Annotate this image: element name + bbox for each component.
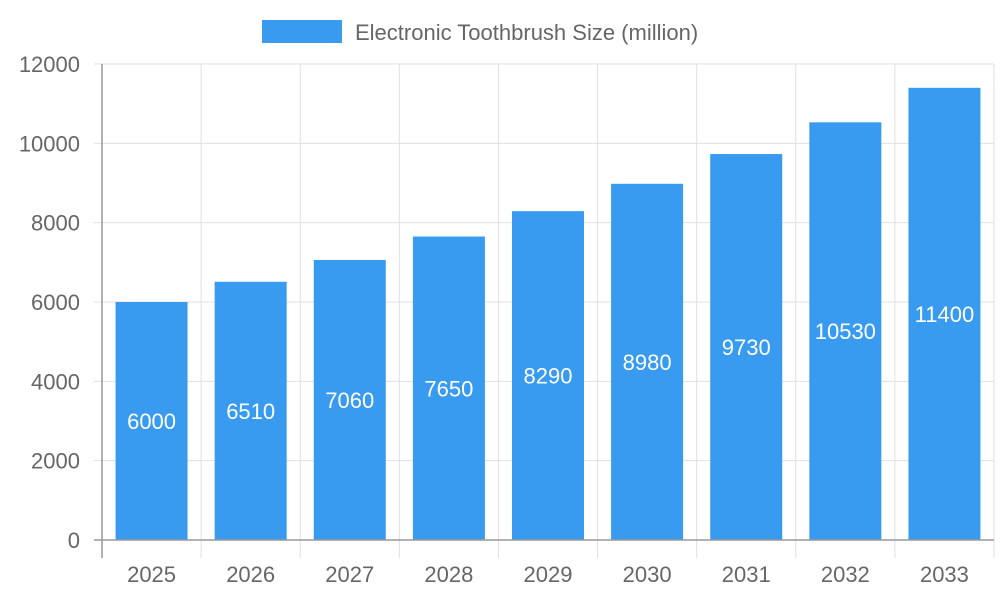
bar-2033	[908, 87, 981, 541]
y-tick-label: 4000	[31, 369, 80, 394]
x-tick-label: 2025	[127, 562, 176, 587]
bar-2025	[115, 302, 188, 540]
legend-swatch	[262, 20, 342, 43]
bar-2029	[512, 211, 584, 540]
x-tick-label: 2032	[821, 562, 870, 587]
data-label-2028: 7650	[424, 376, 473, 401]
x-tick-label: 2031	[722, 562, 771, 587]
axes: 0 2000 4000 6000 8000 10000 12000 2025 2026 2027 2…	[19, 52, 994, 587]
x-tick-label: 2026	[226, 562, 275, 587]
data-label-2026: 6510	[226, 399, 275, 424]
x-tick-label: 2029	[524, 562, 573, 587]
data-label-2032: 10530	[815, 319, 876, 344]
y-tick-label: 10000	[19, 131, 80, 156]
data-label-2025: 6000	[127, 409, 176, 434]
bars: 6000 6510 7060 7650 8290 8980 9730 10530 11400	[115, 87, 981, 541]
data-label-2027: 7060	[325, 388, 374, 413]
bar-2026	[214, 281, 287, 540]
bar-2031	[710, 154, 783, 540]
y-tick-label: 0	[68, 528, 80, 553]
x-tick-label: 2028	[424, 562, 473, 587]
data-label-2033: 11400	[915, 302, 975, 327]
legend-label: Electronic Toothbrush Size (million)	[355, 20, 698, 45]
y-tick-label: 8000	[31, 211, 80, 236]
bar-2030	[611, 183, 684, 540]
bar-2027	[313, 259, 386, 540]
data-label-2030: 8980	[623, 350, 672, 375]
legend[interactable]: Electronic Toothbrush Size (million)	[262, 20, 698, 45]
x-tick-label: 2027	[325, 562, 374, 587]
data-label-2031: 9730	[722, 335, 771, 360]
y-tick-label: 12000	[19, 52, 80, 77]
y-tick-label: 2000	[31, 449, 80, 474]
y-tick-label: 6000	[31, 290, 80, 315]
data-label-2029: 8290	[524, 364, 573, 389]
x-tick-label: 2033	[920, 562, 969, 587]
bar-2028	[412, 236, 485, 541]
bar-2032	[809, 122, 882, 540]
x-tick-label: 2030	[623, 562, 672, 587]
